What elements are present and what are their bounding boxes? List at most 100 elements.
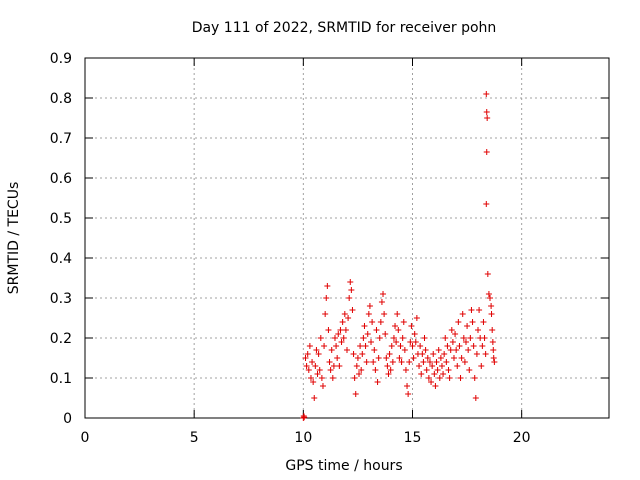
data-point	[471, 375, 478, 381]
data-point	[401, 347, 408, 353]
data-point	[338, 339, 345, 345]
x-tick-label: 20	[513, 430, 531, 446]
data-point	[322, 311, 329, 317]
data-point	[318, 375, 325, 381]
data-point	[488, 303, 495, 309]
data-point	[317, 335, 324, 341]
chart-title: Day 111 of 2022, SRMTID for receiver poh…	[192, 20, 497, 36]
data-point	[333, 343, 340, 349]
y-tick-label: 0.6	[50, 171, 72, 187]
data-point	[472, 395, 479, 401]
data-point	[402, 367, 409, 373]
data-point	[452, 331, 459, 337]
data-point	[365, 311, 372, 317]
data-point	[350, 351, 357, 357]
data-point	[434, 367, 441, 373]
data-point	[386, 351, 393, 357]
data-point	[468, 307, 475, 313]
data-point	[432, 383, 439, 389]
data-point	[411, 331, 418, 337]
data-point	[336, 363, 343, 369]
data-point	[301, 414, 308, 421]
data-point	[421, 335, 428, 341]
data-point	[483, 109, 490, 115]
data-point	[418, 371, 425, 377]
data-point	[376, 335, 383, 341]
data-point	[416, 363, 423, 369]
data-point	[446, 375, 453, 381]
data-point	[483, 201, 490, 207]
data-point	[397, 343, 404, 349]
data-point	[358, 367, 365, 373]
data-point	[445, 367, 452, 373]
data-point	[466, 367, 473, 373]
data-point	[413, 315, 420, 321]
y-tick-label: 0.9	[50, 51, 72, 67]
data-point	[363, 359, 370, 365]
data-point	[467, 335, 474, 341]
data-point	[341, 311, 348, 317]
x-tick-label: 15	[404, 430, 422, 446]
data-point	[305, 367, 312, 373]
data-point	[337, 327, 344, 333]
data-point	[395, 327, 402, 333]
data-point	[478, 363, 485, 369]
data-point	[464, 323, 471, 329]
data-point	[458, 355, 465, 361]
data-point	[423, 367, 430, 373]
data-point	[429, 363, 436, 369]
data-point	[396, 355, 403, 361]
data-point	[448, 327, 455, 333]
data-point	[381, 311, 388, 317]
data-point	[461, 359, 468, 365]
data-point	[410, 355, 417, 361]
y-tick-label: 0	[63, 411, 72, 427]
data-point	[454, 363, 461, 369]
data-point	[356, 371, 363, 377]
data-point	[390, 335, 397, 341]
data-point	[420, 359, 427, 365]
data-point	[399, 335, 406, 341]
data-point	[342, 327, 349, 333]
data-point	[470, 343, 477, 349]
data-point	[483, 91, 490, 97]
data-point	[382, 331, 389, 337]
data-point	[316, 367, 323, 373]
data-point	[417, 343, 424, 349]
data-point	[385, 371, 392, 377]
data-point	[408, 323, 415, 329]
data-point	[387, 367, 394, 373]
y-tick-label: 0.8	[50, 91, 72, 107]
data-point	[368, 339, 375, 345]
data-point	[375, 355, 382, 361]
data-point	[460, 335, 467, 341]
data-point	[469, 319, 476, 325]
data-point	[384, 363, 391, 369]
data-point	[488, 311, 495, 317]
data-point	[309, 359, 316, 365]
data-point	[476, 307, 483, 313]
y-tick-label: 0.7	[50, 131, 72, 147]
y-axis-label: SRMTID / TECUs	[6, 182, 22, 295]
data-point	[353, 363, 360, 369]
data-point	[331, 335, 338, 341]
data-point	[393, 339, 400, 345]
plot-frame	[84, 57, 610, 419]
data-point	[422, 347, 429, 353]
data-point	[489, 339, 496, 345]
data-point	[424, 355, 431, 361]
data-point	[426, 359, 433, 365]
data-point	[479, 343, 486, 349]
data-point	[443, 359, 450, 365]
data-point	[394, 311, 401, 317]
x-tick-label: 5	[190, 430, 199, 446]
y-tick-label: 0.2	[50, 331, 72, 347]
data-point	[306, 343, 313, 349]
data-point	[383, 355, 390, 361]
data-point	[480, 319, 487, 325]
data-points	[300, 91, 498, 421]
data-point	[444, 343, 451, 349]
data-point	[436, 375, 443, 381]
data-point	[313, 347, 320, 353]
